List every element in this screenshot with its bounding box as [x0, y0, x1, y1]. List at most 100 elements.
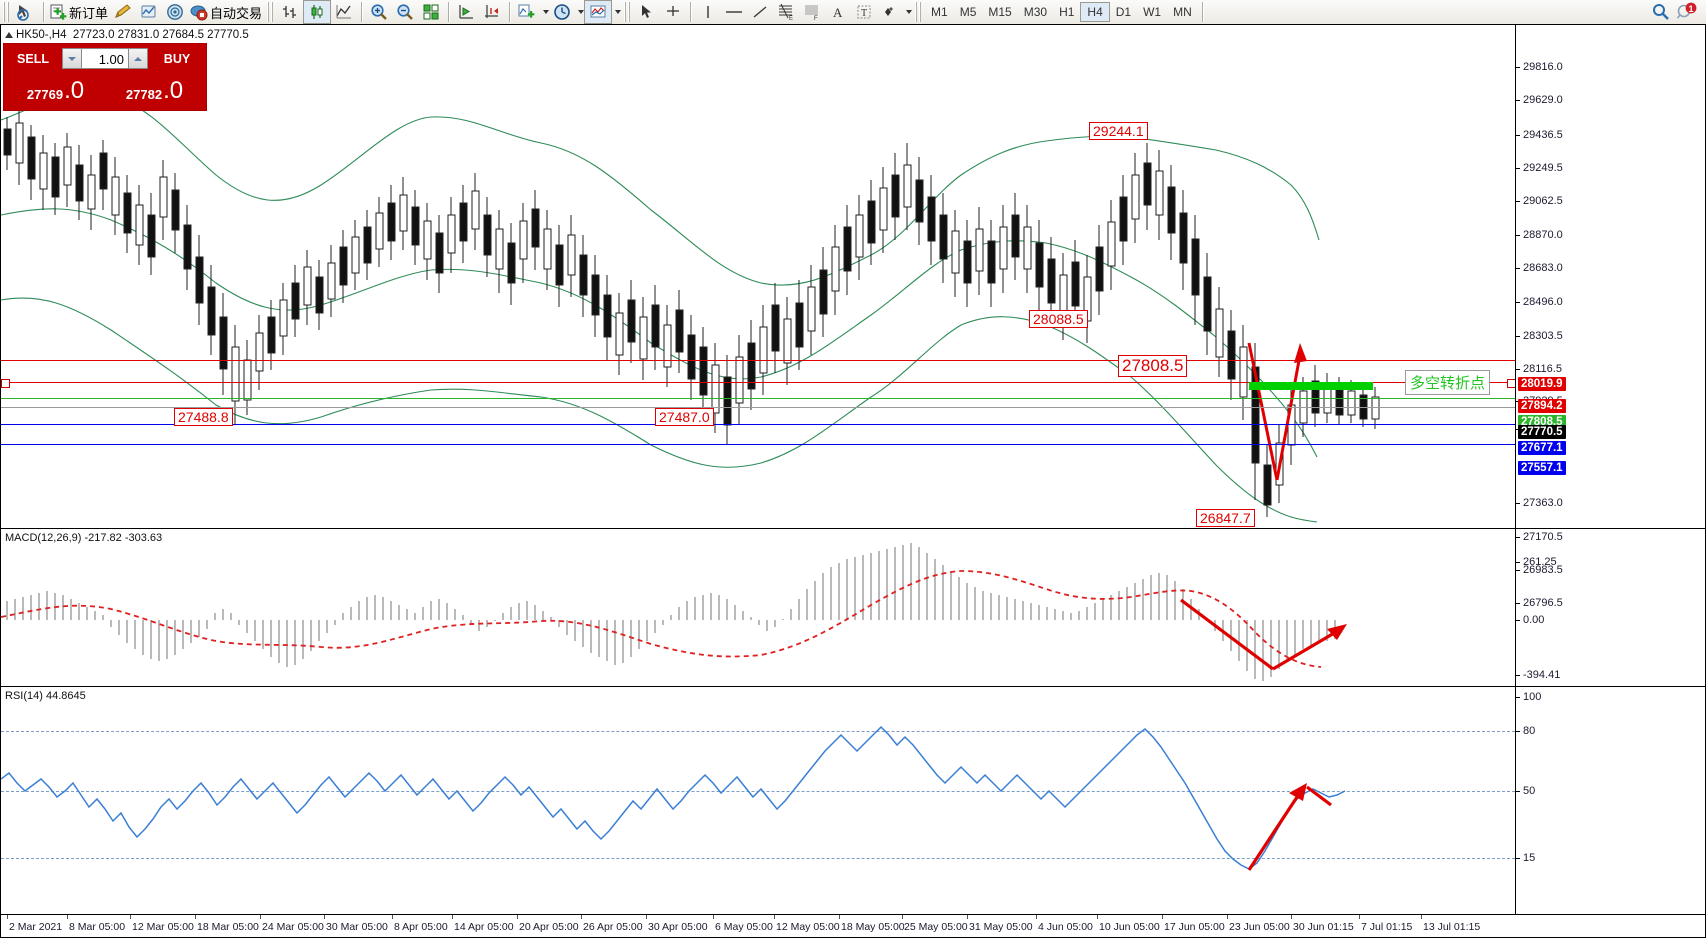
- collapse-triangle-icon[interactable]: [5, 31, 13, 38]
- position-marker-right[interactable]: [1507, 379, 1515, 388]
- price-level-label[interactable]: 28019.9: [1518, 377, 1566, 391]
- note-26847[interactable]: 26847.7: [1196, 509, 1255, 527]
- timeframe-m30[interactable]: M30: [1023, 5, 1048, 19]
- candlestick-icon[interactable]: [303, 0, 332, 24]
- time-tick-mark: [1162, 915, 1163, 919]
- macd-axis[interactable]: 261.25 0.00 -394.41: [1515, 529, 1706, 686]
- target-line-27808[interactable]: [1, 398, 1515, 399]
- note-27487[interactable]: 27487.0: [655, 408, 714, 426]
- timeframe-m1[interactable]: M1: [931, 5, 948, 19]
- cursor-magnifier-icon[interactable]: [13, 1, 39, 23]
- text-label-icon[interactable]: A: [825, 1, 851, 23]
- time-axis[interactable]: 2 Mar 2021 8 Mar 05:00 12 Mar 05:00 18 Mar …: [1, 915, 1706, 938]
- chevron-down-icon-3[interactable]: [615, 10, 622, 14]
- tile-windows-icon[interactable]: [418, 1, 444, 23]
- rsi-plot[interactable]: [1, 687, 1515, 914]
- time-tick: 25 May 05:00: [904, 921, 968, 933]
- price-plot[interactable]: [1, 25, 1515, 528]
- resistance-line-28019[interactable]: [1, 360, 1515, 361]
- time-tick: 17 Jun 05:00: [1164, 921, 1225, 933]
- resistance-line-27894[interactable]: [1, 382, 1515, 383]
- price-level-label[interactable]: 27677.1: [1518, 441, 1566, 455]
- price-tick: 29816.0: [1516, 61, 1563, 73]
- zoom-in-icon[interactable]: [366, 1, 392, 23]
- note-29244[interactable]: 29244.1: [1089, 122, 1148, 140]
- add-indicator-icon[interactable]: [514, 1, 540, 23]
- timeframe-h1[interactable]: H1: [1059, 5, 1075, 19]
- equidistant-channel-icon[interactable]: F: [799, 1, 825, 23]
- price-level-label[interactable]: 27557.1: [1518, 461, 1566, 475]
- auto-scroll-icon[interactable]: [479, 1, 505, 23]
- new-order-button[interactable]: 新订单: [48, 1, 110, 23]
- svg-text:E: E: [789, 16, 793, 21]
- price-axis[interactable]: 29816.0 29629.0 29436.5 29249.5 29062.5 28870…: [1515, 25, 1706, 609]
- hline-icon[interactable]: [721, 1, 747, 23]
- chevron-down-icon-2[interactable]: [578, 10, 585, 14]
- zoom-out-icon[interactable]: [392, 1, 418, 23]
- signal-icon[interactable]: [162, 1, 188, 23]
- price-level-label[interactable]: 27894.2: [1518, 399, 1566, 413]
- timeframe-m5[interactable]: M5: [959, 5, 977, 19]
- trendline-icon[interactable]: [747, 1, 773, 23]
- vline-icon[interactable]: [695, 1, 721, 23]
- pointer-icon[interactable]: [634, 1, 660, 23]
- chart-area[interactable]: 29816.0 29629.0 29436.5 29249.5 29062.5 28870…: [0, 24, 1706, 938]
- sell-button[interactable]: SELL: [8, 48, 58, 69]
- fibonacci-icon[interactable]: E: [773, 1, 799, 23]
- sell-price-cell[interactable]: 27769 .0: [8, 70, 103, 105]
- templates-icon[interactable]: [584, 0, 613, 24]
- time-tick: 18 May 05:00: [841, 921, 905, 933]
- time-tick: 26 Apr 05:00: [583, 921, 643, 933]
- note-27808[interactable]: 27808.5: [1118, 355, 1188, 377]
- timeframe-m15[interactable]: M15: [988, 5, 1012, 19]
- toolbar-grip[interactable]: [3, 2, 10, 22]
- chart-shift-icon[interactable]: [453, 1, 479, 23]
- toolbar-grip-3[interactable]: [624, 2, 632, 22]
- note-27488[interactable]: 27488.8: [174, 408, 233, 426]
- bar-chart-icon[interactable]: [277, 1, 303, 23]
- turning-point-annotation[interactable]: 多空转折点: [1405, 370, 1491, 395]
- note-28088[interactable]: 28088.5: [1029, 310, 1088, 328]
- text-box-icon[interactable]: T: [851, 1, 877, 23]
- time-tick-mark: [839, 915, 840, 919]
- indicators-icon[interactable]: [136, 1, 162, 23]
- shapes-icon[interactable]: [877, 1, 903, 23]
- toolbar-grip-2[interactable]: [267, 2, 275, 22]
- macd-pane[interactable]: 261.25 0.00 -394.41 MACD(12,26,9) -217.82 …: [1, 529, 1706, 687]
- support-line-27677[interactable]: [1, 424, 1515, 425]
- rsi-pane[interactable]: 100 80 50 15 RSI(14) 44.8645: [1, 687, 1706, 915]
- one-click-trading-panel[interactable]: SELL 1.00 BUY 27769 .0 27782 .0: [3, 43, 207, 111]
- target-zone-bar[interactable]: [1249, 382, 1373, 390]
- line-chart-icon[interactable]: [331, 1, 357, 23]
- price-level-label[interactable]: 27770.5: [1518, 425, 1566, 439]
- timeframe-w1[interactable]: W1: [1143, 5, 1162, 19]
- price-tick: 29062.5: [1516, 195, 1563, 207]
- time-tick: 20 Apr 05:00: [519, 921, 579, 933]
- timeframe-d1[interactable]: D1: [1115, 5, 1132, 19]
- timeframe-h4[interactable]: H4: [1080, 2, 1110, 22]
- search-icon[interactable]: [1648, 1, 1674, 23]
- price-pane[interactable]: 29816.0 29629.0 29436.5 29249.5 29062.5 28870…: [1, 25, 1706, 609]
- chevron-down-icon-4[interactable]: [906, 10, 913, 14]
- buy-price-cell[interactable]: 27782 .0: [107, 70, 202, 105]
- buy-button[interactable]: BUY: [152, 48, 202, 69]
- auto-trading-button[interactable]: 自动交易: [188, 1, 264, 23]
- periodicity-clock-icon[interactable]: [549, 1, 575, 23]
- support-line-27557[interactable]: [1, 444, 1515, 445]
- macd-plot[interactable]: [1, 529, 1515, 686]
- chevron-down-icon[interactable]: [543, 10, 550, 14]
- volume-decrease-button[interactable]: [62, 48, 82, 69]
- pencil-icon[interactable]: [110, 1, 136, 23]
- toolbar-grip-4[interactable]: [915, 2, 923, 22]
- crosshair-icon[interactable]: [660, 1, 686, 23]
- time-tick-mark: [774, 915, 775, 919]
- alert-icon[interactable]: 1: [1674, 1, 1700, 23]
- position-marker-left[interactable]: [1, 379, 10, 388]
- volume-increase-button[interactable]: [128, 48, 148, 69]
- time-tick: 18 Mar 05:00: [197, 921, 259, 933]
- new-order-label: 新订单: [69, 5, 109, 21]
- rsi-axis[interactable]: 100 80 50 15: [1515, 687, 1706, 914]
- volume-input[interactable]: 1.00: [82, 48, 128, 69]
- timeframe-mn[interactable]: MN: [1173, 5, 1192, 19]
